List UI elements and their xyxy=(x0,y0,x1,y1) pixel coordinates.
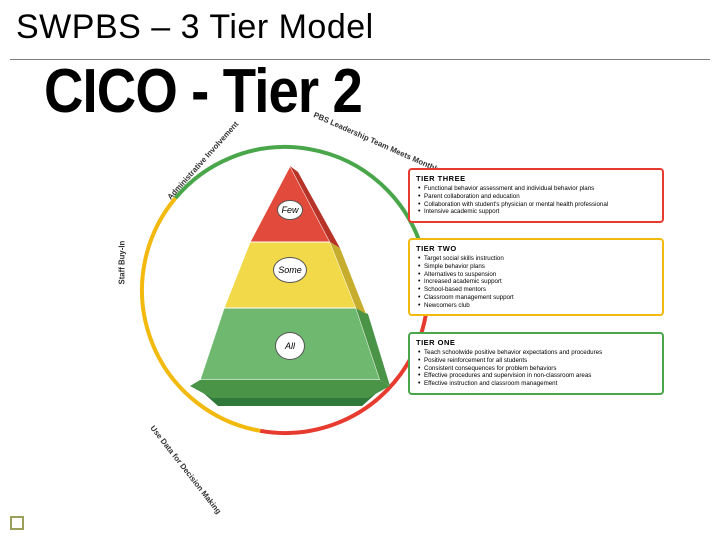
info-box-header: TIER TWO xyxy=(416,244,656,253)
pyramid-tier-label: Few xyxy=(277,200,303,220)
info-box-item: Positive reinforcement for all students xyxy=(418,357,656,365)
info-box-item: Target social skills instruction xyxy=(418,255,656,263)
info-box-list: Functional behavior assessment and indiv… xyxy=(416,185,656,216)
info-box-item: Effective procedures and supervision in … xyxy=(418,372,656,380)
tier-diagram: PBS Leadership Team Meets Monthly Admini… xyxy=(110,130,670,470)
info-box-item: Intensive academic support xyxy=(418,208,656,216)
info-box-item: Teach schoolwide positive behavior expec… xyxy=(418,349,656,357)
circle-label-left: Staff Buy-In xyxy=(118,241,127,285)
info-box-list: Teach schoolwide positive behavior expec… xyxy=(416,349,656,388)
info-box-item: Functional behavior assessment and indiv… xyxy=(418,185,656,193)
info-box-header: TIER THREE xyxy=(416,174,656,183)
info-box-item: Newcomers club xyxy=(418,302,656,310)
info-box-item: Parent collaboration and education xyxy=(418,193,656,201)
pyramid-tier-label: All xyxy=(275,332,305,360)
corner-decor-icon xyxy=(10,516,24,530)
tier-three-box: TIER THREE Functional behavior assessment… xyxy=(408,168,664,223)
info-box-list: Target social skills instructionSimple b… xyxy=(416,255,656,309)
info-box-item: Effective instruction and classroom mana… xyxy=(418,380,656,388)
info-box-item: Consistent consequences for problem beha… xyxy=(418,365,656,373)
info-box-item: Increased academic support xyxy=(418,278,656,286)
info-box-item: School-based mentors xyxy=(418,286,656,294)
tier-two-box: TIER TWO Target social skills instruction… xyxy=(408,238,664,316)
info-box-item: Alternatives to suspension xyxy=(418,271,656,279)
pyramid-tier-label: Some xyxy=(273,257,307,283)
slide-title: SWPBS – 3 Tier Model xyxy=(16,8,374,47)
info-box-item: Classroom management support xyxy=(418,294,656,302)
info-box-item: Collaboration with student's physician o… xyxy=(418,201,656,209)
tier-one-box: TIER ONE Teach schoolwide positive behavi… xyxy=(408,332,664,395)
info-box-item: Simple behavior plans xyxy=(418,263,656,271)
info-box-header: TIER ONE xyxy=(416,338,656,347)
pyramid-icon: Few Some All xyxy=(190,158,390,408)
